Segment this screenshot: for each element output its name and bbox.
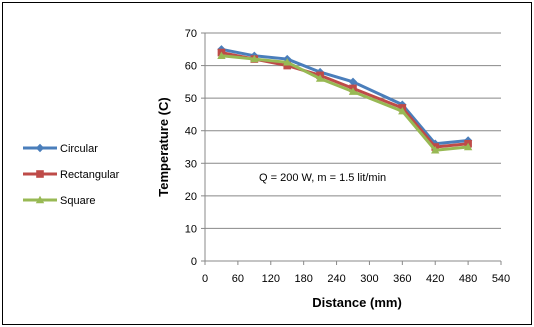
y-tick-label: 30 [185,158,197,170]
legend-label: Rectangular [60,169,120,181]
chart-svg: 0 10 20 30 40 50 60 70 0 60 120 180 240 300 360 420 480 5… [23,28,510,310]
x-tick-label: 360 [393,273,411,285]
legend-item-circular: Circular [23,143,98,155]
y-tick-label: 70 [185,28,197,40]
triangle-marker [217,51,226,59]
x-tick-label: 540 [492,273,510,285]
ticks-layer: 0 10 20 30 40 50 60 70 0 60 120 180 240 300 360 420 480 5… [185,28,510,285]
x-tick-label: 480 [459,273,477,285]
x-axis-label: Distance (mm) [312,295,402,310]
triangle-marker [315,74,325,82]
y-tick-label: 60 [185,61,197,73]
diamond-marker [35,143,45,153]
legend-item-square: Square [23,195,95,207]
y-tick-label: 20 [185,191,197,203]
triangle-marker [463,142,473,151]
square-marker [283,61,292,70]
x-tick-label: 0 [202,273,208,285]
y-tick-label: 50 [185,93,197,105]
y-tick-label: 10 [185,223,197,235]
x-tick-label: 240 [327,273,345,285]
x-tick-label: 300 [360,273,378,285]
triangle-marker [398,106,407,115]
triangle-marker [431,146,440,154]
series-line [221,51,469,149]
series-line [221,54,469,152]
legend: Circular Rectangular Square [23,143,120,207]
grid-layer [205,32,501,229]
legend-label: Square [60,195,95,207]
x-tick-label: 420 [426,273,444,285]
x-tick-label: 120 [262,273,280,285]
diamond-marker [348,77,358,87]
y-tick-label: 40 [185,126,197,138]
triangle-marker [348,87,358,95]
series-line [221,47,469,146]
triangle-marker [35,195,45,204]
triangle-marker [250,54,259,63]
axes-layer [204,33,501,262]
y-axis-label: Temperature (C) [156,97,171,196]
triangle-marker [283,58,292,66]
square-marker [36,170,44,178]
legend-label: Circular [60,143,98,155]
x-tick-label: 180 [294,273,312,285]
series-layer [217,45,473,154]
x-tick-label: 60 [232,273,244,285]
series-rectangular [217,48,472,151]
legend-item-rectangular: Rectangular [23,169,120,181]
chart-annotation: Q = 200 W, m = 1.5 lit/min [259,172,386,184]
y-tick-label: 0 [191,256,197,268]
series-square [217,51,473,154]
